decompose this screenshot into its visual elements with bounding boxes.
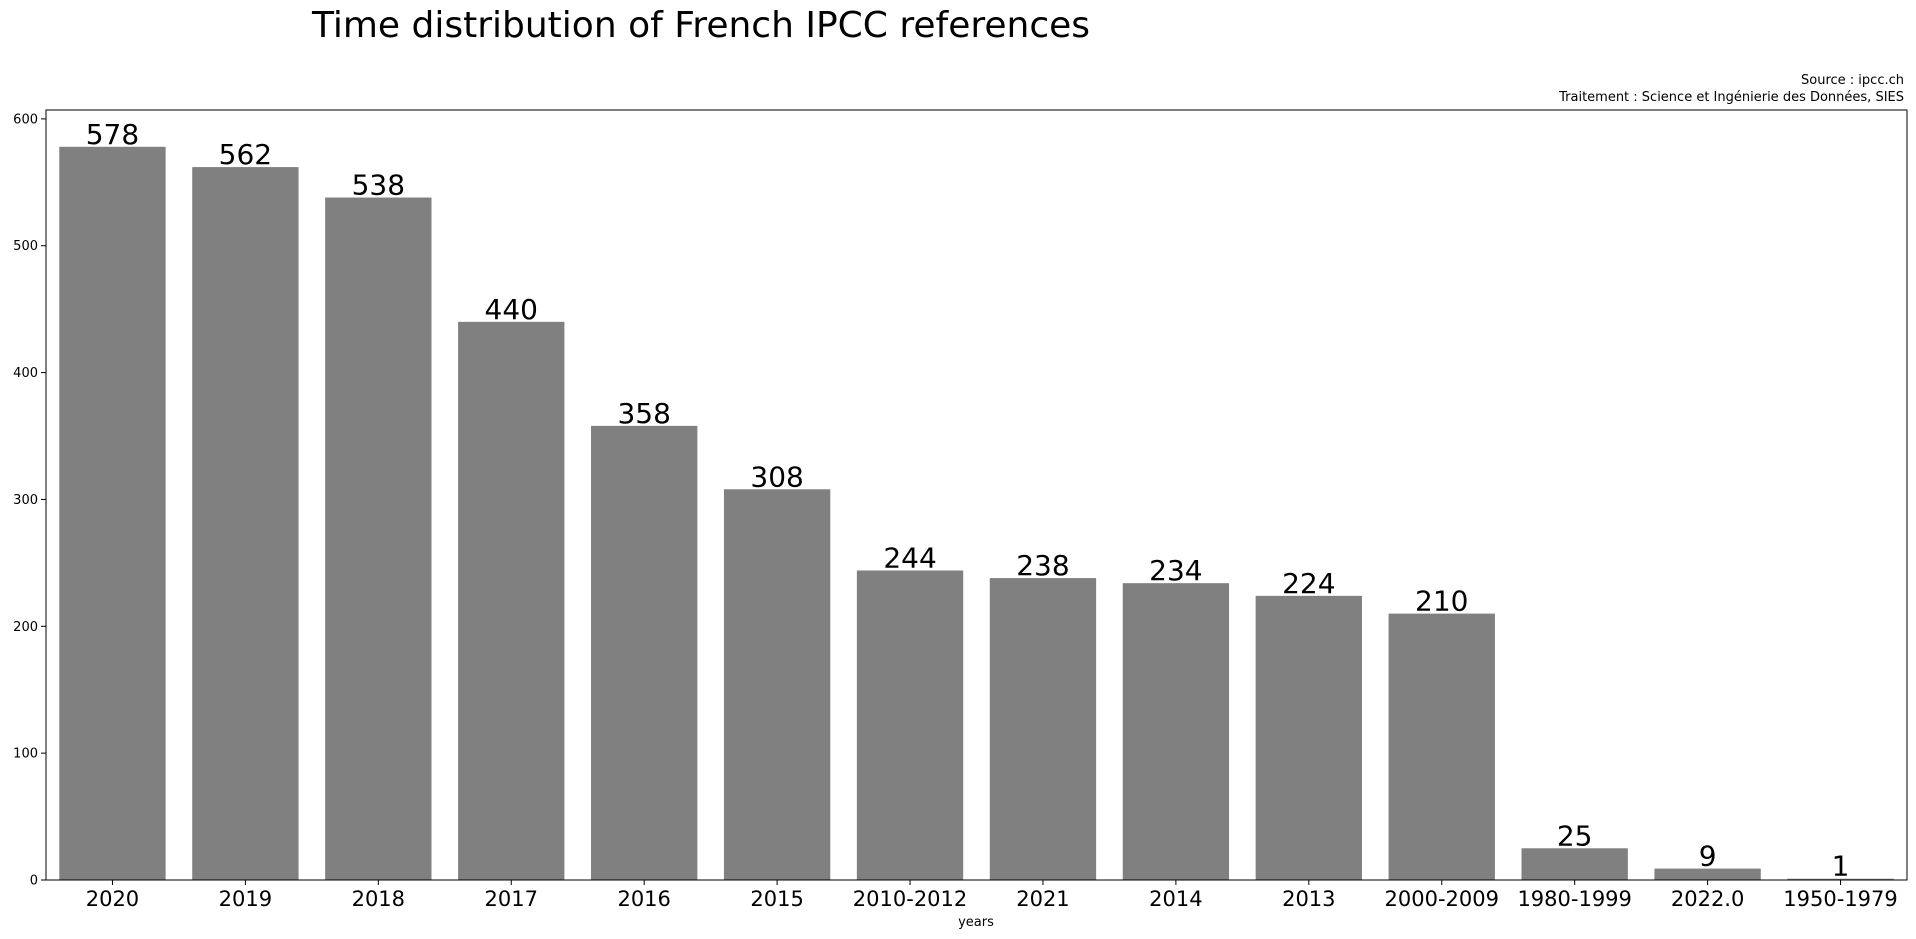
bar-value-label: 440	[485, 293, 538, 326]
bar-value-label: 1	[1832, 850, 1850, 883]
bar-2021	[989, 578, 1097, 880]
x-axis: 2020 2019 2018 2017 2016 2015 2010-2012 2021 201…	[86, 880, 1898, 911]
y-axis: 0 100 200 300 400 500 600	[13, 112, 46, 889]
x-tick-label: 1950-1979	[1783, 887, 1897, 911]
y-tick-label: 500	[13, 239, 38, 254]
bar-1950-1979	[1787, 878, 1894, 880]
bar-2000-2009	[1388, 613, 1495, 880]
bar-labels-layer: 578 562 538 440 358 308 244 238 234 224 210 25 9 1	[86, 118, 1850, 883]
bar-2013	[1255, 595, 1362, 880]
bar-value-label: 234	[1149, 554, 1202, 587]
x-tick-label: 2010-2012	[853, 887, 967, 911]
bar-value-label: 562	[219, 138, 272, 171]
bars-layer	[59, 146, 1894, 881]
bar-1980-1999	[1521, 848, 1628, 880]
bar-2022.0	[1654, 868, 1761, 880]
bar-value-label: 578	[86, 118, 139, 151]
bar-value-label: 9	[1699, 840, 1717, 873]
bar-2020	[59, 146, 166, 881]
bar-2015	[723, 489, 831, 880]
bar-2017	[458, 321, 565, 881]
x-tick-label: 2020	[86, 887, 139, 911]
chart-title: Time distribution of French IPCC referen…	[311, 5, 1090, 46]
bar-value-label: 224	[1282, 567, 1335, 600]
bar-value-label: 358	[617, 397, 670, 430]
y-tick-label: 300	[13, 493, 38, 508]
x-tick-label: 2017	[485, 887, 538, 911]
bar-value-label: 210	[1415, 585, 1468, 618]
y-tick-label: 400	[13, 366, 38, 381]
bar-value-label: 538	[352, 169, 405, 202]
y-tick-label: 200	[13, 620, 38, 635]
x-tick-label: 2021	[1016, 887, 1069, 911]
bar-value-label: 308	[750, 460, 803, 493]
y-tick-label: 100	[13, 747, 38, 762]
source-line-2: Traitement : Science et Ingénierie des D…	[1558, 90, 1904, 105]
x-tick-label: 2022.0	[1671, 887, 1744, 911]
bar-2018	[325, 197, 432, 880]
y-tick-label: 0	[30, 874, 38, 889]
x-tick-label: 2014	[1149, 887, 1202, 911]
bar-value-label: 244	[883, 541, 936, 574]
x-tick-label: 2019	[219, 887, 272, 911]
x-axis-label: years	[958, 915, 994, 930]
x-tick-label: 2000-2009	[1385, 887, 1499, 911]
bar-2019	[192, 167, 299, 880]
bar-value-label: 25	[1557, 819, 1593, 852]
source-line-1: Source : ipcc.ch	[1801, 73, 1904, 88]
x-tick-label: 2015	[750, 887, 803, 911]
bar-2014	[1122, 583, 1230, 880]
x-tick-label: 2016	[617, 887, 670, 911]
bar-2010-2012	[856, 570, 964, 880]
x-tick-label: 1980-1999	[1517, 887, 1631, 911]
y-tick-label: 600	[13, 112, 38, 127]
bar-value-label: 238	[1016, 549, 1069, 582]
x-tick-label: 2018	[352, 887, 405, 911]
bar-2016	[591, 425, 698, 880]
x-tick-label: 2013	[1282, 887, 1335, 911]
plot-frame	[45, 109, 1908, 881]
